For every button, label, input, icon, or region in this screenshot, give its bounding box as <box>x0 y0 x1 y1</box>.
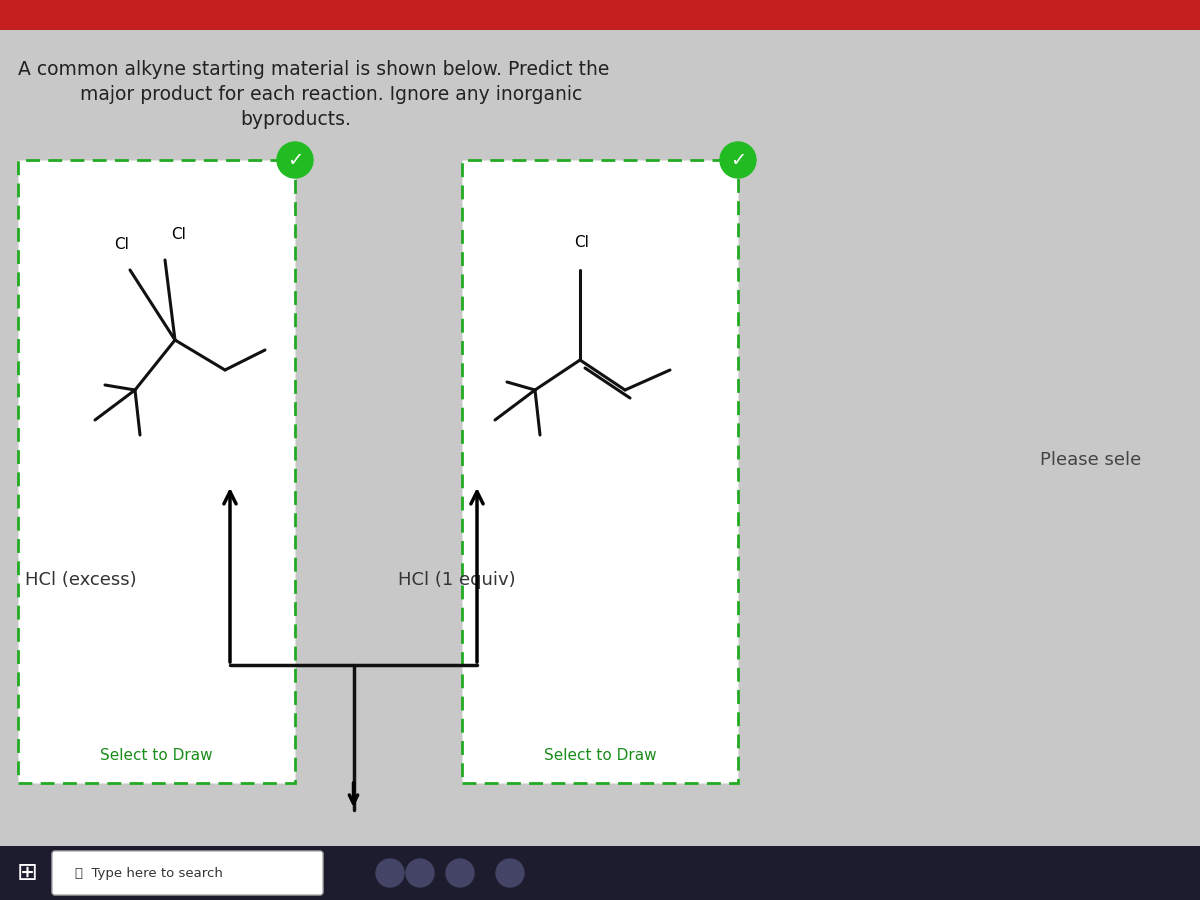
Text: HCl (1 equiv): HCl (1 equiv) <box>398 571 516 589</box>
Text: byproducts.: byproducts. <box>240 110 350 129</box>
Bar <box>0 0 1200 30</box>
FancyBboxPatch shape <box>52 851 323 895</box>
Text: Select to Draw: Select to Draw <box>100 748 212 762</box>
Text: Cl: Cl <box>575 235 589 250</box>
Text: Select to Draw: Select to Draw <box>544 748 656 762</box>
Bar <box>0 846 1200 900</box>
Circle shape <box>277 142 313 178</box>
Text: Please sele: Please sele <box>1040 451 1141 469</box>
Text: ✓: ✓ <box>287 150 304 169</box>
Bar <box>462 160 738 783</box>
Text: Cl: Cl <box>172 227 186 242</box>
Bar <box>18 160 295 783</box>
Circle shape <box>720 142 756 178</box>
Circle shape <box>406 859 434 887</box>
Text: 🔍  Type here to search: 🔍 Type here to search <box>74 867 223 879</box>
Circle shape <box>376 859 404 887</box>
Text: ✓: ✓ <box>730 150 746 169</box>
Circle shape <box>496 859 524 887</box>
Text: ⊞: ⊞ <box>17 861 37 885</box>
Text: Cl: Cl <box>114 237 130 252</box>
Text: HCl (excess): HCl (excess) <box>25 571 137 589</box>
Text: A common alkyne starting material is shown below. Predict the: A common alkyne starting material is sho… <box>18 60 610 79</box>
Text: major product for each reaction. Ignore any inorganic: major product for each reaction. Ignore … <box>80 85 582 104</box>
Circle shape <box>446 859 474 887</box>
